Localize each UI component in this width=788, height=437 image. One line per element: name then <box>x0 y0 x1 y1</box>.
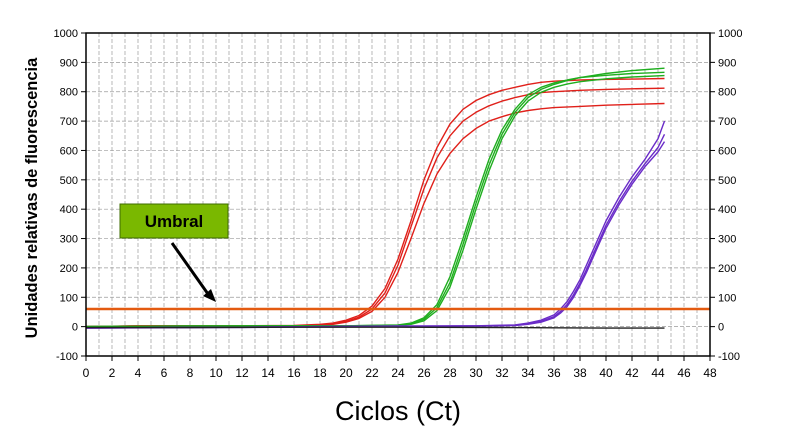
umbral-label-box <box>119 203 229 239</box>
x-tick-label: 40 <box>599 366 613 380</box>
y-tick-label-right: 0 <box>718 322 724 334</box>
y-tick-label-left: 0 <box>72 322 78 334</box>
series-line-10 <box>86 326 665 329</box>
x-tick-label: 16 <box>287 366 301 380</box>
y-tick-label-left: 400 <box>60 204 78 216</box>
x-tick-label: 4 <box>135 366 142 380</box>
y-tick-label-right: 400 <box>718 204 736 216</box>
y-tick-label-right: 200 <box>718 263 736 275</box>
x-tick-label: 12 <box>235 366 249 380</box>
x-tick-label: 28 <box>443 366 457 380</box>
y-tick-label-right: -100 <box>718 351 740 363</box>
plot-area <box>86 33 710 356</box>
x-axis-label: Ciclos (Ct) <box>335 396 461 426</box>
y-tick-label-right: 500 <box>718 175 736 187</box>
grid-layer <box>85 32 711 357</box>
umbral-arrow-shaft <box>170 242 210 295</box>
x-tick-label: 44 <box>651 366 665 380</box>
x-tick-label: 32 <box>495 366 509 380</box>
x-tick-label: 34 <box>521 366 535 380</box>
x-tick-label: 24 <box>391 366 405 380</box>
y-tick-label-right: 300 <box>718 234 736 246</box>
x-tick-label: 0 <box>83 366 90 380</box>
y-axis-label: Unidades relativas de fluorescencia <box>23 57 41 338</box>
y-tick-label-left: 1000 <box>54 28 78 40</box>
y-tick-label-left: 800 <box>60 87 78 99</box>
y-tick-label-left: 500 <box>60 175 78 187</box>
x-tick-label: 30 <box>469 366 483 380</box>
x-tick-label: 8 <box>187 366 194 380</box>
annotation-layer: Umbral <box>119 203 229 302</box>
x-tick-label: 6 <box>161 366 168 380</box>
y-tick-label-left: 100 <box>60 292 78 304</box>
x-tick-label: 36 <box>547 366 561 380</box>
y-tick-label-left: 200 <box>60 263 78 275</box>
y-tick-label-right: 1000 <box>718 28 742 40</box>
y-tick-label-left: 900 <box>60 57 78 69</box>
y-tick-label-left: -100 <box>56 351 78 363</box>
y-tick-label-right: 600 <box>718 145 736 157</box>
y-tick-label-right: 800 <box>718 87 736 99</box>
series-layer <box>85 67 666 329</box>
x-tick-label: 18 <box>313 366 327 380</box>
x-tick-label: 14 <box>261 366 275 380</box>
umbral-label: Umbral <box>145 212 204 231</box>
x-tick-label: 2 <box>109 366 116 380</box>
y-tick-label-right: 900 <box>718 57 736 69</box>
y-tick-label-right: 700 <box>718 116 736 128</box>
axes-layer: 0 2 4 6 8 10 12 14 16 18 20 22 24 26 28 30 32 34 36 38 40 42 4… <box>23 28 742 426</box>
y-tick-label-left: 700 <box>60 116 78 128</box>
x-tick-label: 10 <box>209 366 223 380</box>
x-tick-label: 48 <box>703 366 717 380</box>
x-tick-label: 46 <box>677 366 691 380</box>
y-tick-label-left: 300 <box>60 234 78 246</box>
y-tick-label-left: 600 <box>60 145 78 157</box>
x-tick-label: 20 <box>339 366 353 380</box>
x-tick-label: 26 <box>417 366 431 380</box>
y-tick-label-right: 100 <box>718 292 736 304</box>
x-tick-label: 42 <box>625 366 639 380</box>
umbral-arrow-head <box>203 289 216 302</box>
x-tick-label: 22 <box>365 366 379 380</box>
x-tick-label: 38 <box>573 366 587 380</box>
